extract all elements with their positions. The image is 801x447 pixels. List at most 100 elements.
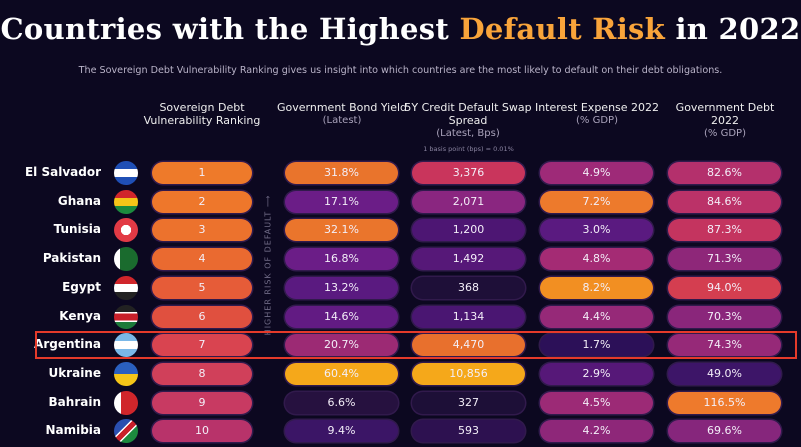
value-pill: 3	[152, 219, 252, 242]
country-name: El Salvador	[24, 165, 101, 179]
column-title: 5Y Credit Default Swap Spread	[404, 101, 532, 127]
column-header: 5Y Credit Default Swap Spread (Latest, Bp…	[403, 101, 533, 140]
value-pill: 31.8%	[285, 162, 398, 184]
highlight-box-argentina	[35, 331, 797, 359]
el-salvador-flag-icon	[114, 161, 138, 185]
table-row: Egypt 5 13.2% 368 8.2% 94.0%	[0, 275, 801, 300]
value-pill: 4.9%	[540, 162, 653, 184]
column-header: Sovereign Debt Vulnerability Ranking	[137, 101, 267, 127]
table-row: Ukraine 8 60.4% 10,856 2.9% 49.0%	[0, 361, 801, 386]
page-title: Countries with the Highest Default Risk …	[0, 12, 801, 46]
column-header: Government Debt 2022 (% GDP)	[660, 101, 790, 140]
table-row: Bahrain 9 6.6% 327 4.5% 116.5%	[0, 390, 801, 415]
tunisia-flag-icon	[114, 218, 138, 243]
country-name: Argentina	[34, 337, 101, 352]
column-title: Government Bond Yield	[277, 101, 408, 114]
value-pill: 4.8%	[540, 248, 653, 271]
subtitle: The Sovereign Debt Vulnerability Ranking…	[78, 65, 723, 76]
value-pill: 3.0%	[540, 219, 653, 242]
value-pill: 94.0%	[668, 276, 781, 299]
table-row: Ghana 2 17.1% 2,071 7.2% 84.6%	[0, 189, 801, 214]
value-pill: 14.6%	[285, 305, 398, 328]
value-pill: 2,071	[412, 190, 525, 213]
value-pill: 32.1%	[285, 219, 398, 242]
value-pill: 5	[152, 276, 252, 299]
column-title: Government Debt 2022	[675, 101, 775, 127]
value-pill: 9	[152, 391, 252, 414]
title-text: Countries with the Highest	[0, 12, 460, 46]
value-pill: 3,376	[412, 162, 525, 184]
value-pill: 368	[412, 276, 525, 299]
value-pill: 7.2%	[540, 190, 653, 213]
value-pill: 1,200	[412, 219, 525, 242]
value-pill: 16.8%	[285, 248, 398, 271]
pakistan-flag-icon	[114, 247, 138, 272]
value-pill: 84.6%	[668, 190, 781, 213]
table-row: Argentina 7 20.7% 4,470 1.7% 74.3%	[0, 333, 801, 358]
value-pill: 2	[152, 190, 252, 213]
table-row: Kenya 6 14.6% 1,134 4.4% 70.3%	[0, 304, 801, 329]
value-pill: 7	[152, 334, 252, 357]
egypt-flag-icon	[114, 275, 138, 300]
country-name: Kenya	[59, 308, 101, 323]
country-name: Ukraine	[48, 365, 101, 380]
value-pill: 9.4%	[285, 420, 398, 443]
argentina-flag-icon	[114, 333, 138, 358]
column-title: Sovereign Debt Vulnerability Ranking	[143, 101, 261, 127]
ukraine-flag-icon	[114, 361, 138, 386]
kenya-flag-icon	[114, 304, 138, 329]
value-pill: 4.2%	[540, 420, 653, 443]
value-pill: 60.4%	[285, 362, 398, 385]
value-pill: 1,134	[412, 305, 525, 328]
bahrain-flag-icon	[114, 390, 138, 415]
value-pill: 327	[412, 391, 525, 414]
column-subtitle: (% GDP)	[704, 128, 746, 139]
value-pill: 82.6%	[668, 162, 781, 184]
country-name: Ghana	[57, 193, 101, 208]
value-pill: 20.7%	[285, 334, 398, 357]
namibia-flag-icon	[114, 419, 138, 444]
value-pill: 116.5%	[668, 391, 781, 414]
country-name: Namibia	[45, 423, 101, 438]
table-row: El Salvador 1 31.8% 3,376 4.9% 82.6%	[0, 161, 801, 185]
value-pill: 13.2%	[285, 276, 398, 299]
cds-note: 1 basis point (bps) = 0.01%	[423, 145, 514, 153]
column-header: Government Bond Yield (Latest)	[277, 101, 407, 127]
value-pill: 8.2%	[540, 276, 653, 299]
value-pill: 6	[152, 305, 252, 328]
value-pill: 8	[152, 362, 252, 385]
value-pill: 87.3%	[668, 219, 781, 242]
country-name: Tunisia	[53, 222, 101, 237]
value-pill: 10,856	[412, 362, 525, 385]
value-pill: 49.0%	[668, 362, 781, 385]
column-header: Interest Expense 2022 (% GDP)	[532, 101, 662, 127]
column-subtitle: (% GDP)	[576, 115, 618, 126]
title-highlight: Default Risk	[459, 12, 666, 46]
value-pill: 17.1%	[285, 190, 398, 213]
country-name: Egypt	[62, 279, 101, 294]
value-pill: 4	[152, 248, 252, 271]
column-title: Interest Expense 2022	[534, 101, 660, 114]
value-pill: 70.3%	[668, 305, 781, 328]
country-name: Pakistan	[42, 251, 101, 266]
value-pill: 6.6%	[285, 391, 398, 414]
value-pill: 1	[152, 162, 252, 184]
value-pill: 69.6%	[668, 420, 781, 443]
value-pill: 593	[412, 420, 525, 443]
title-text-end: in 2022	[665, 12, 801, 46]
value-pill: 4.4%	[540, 305, 653, 328]
value-pill: 1.7%	[540, 334, 653, 357]
value-pill: 2.9%	[540, 362, 653, 385]
table-row: Namibia 10 9.4% 593 4.2% 69.6%	[0, 419, 801, 444]
value-pill: 4,470	[412, 334, 525, 357]
value-pill: 10	[152, 420, 252, 443]
column-subtitle: (Latest)	[322, 115, 362, 126]
value-pill: 1,492	[412, 248, 525, 271]
value-pill: 4.5%	[540, 391, 653, 414]
value-pill: 71.3%	[668, 248, 781, 271]
column-subtitle: (Latest, Bps)	[436, 128, 500, 139]
ghana-flag-icon	[114, 189, 138, 214]
table-row: Tunisia 3 32.1% 1,200 3.0% 87.3%	[0, 218, 801, 243]
country-name: Bahrain	[48, 394, 101, 409]
table-row: Pakistan 4 16.8% 1,492 4.8% 71.3%	[0, 247, 801, 272]
